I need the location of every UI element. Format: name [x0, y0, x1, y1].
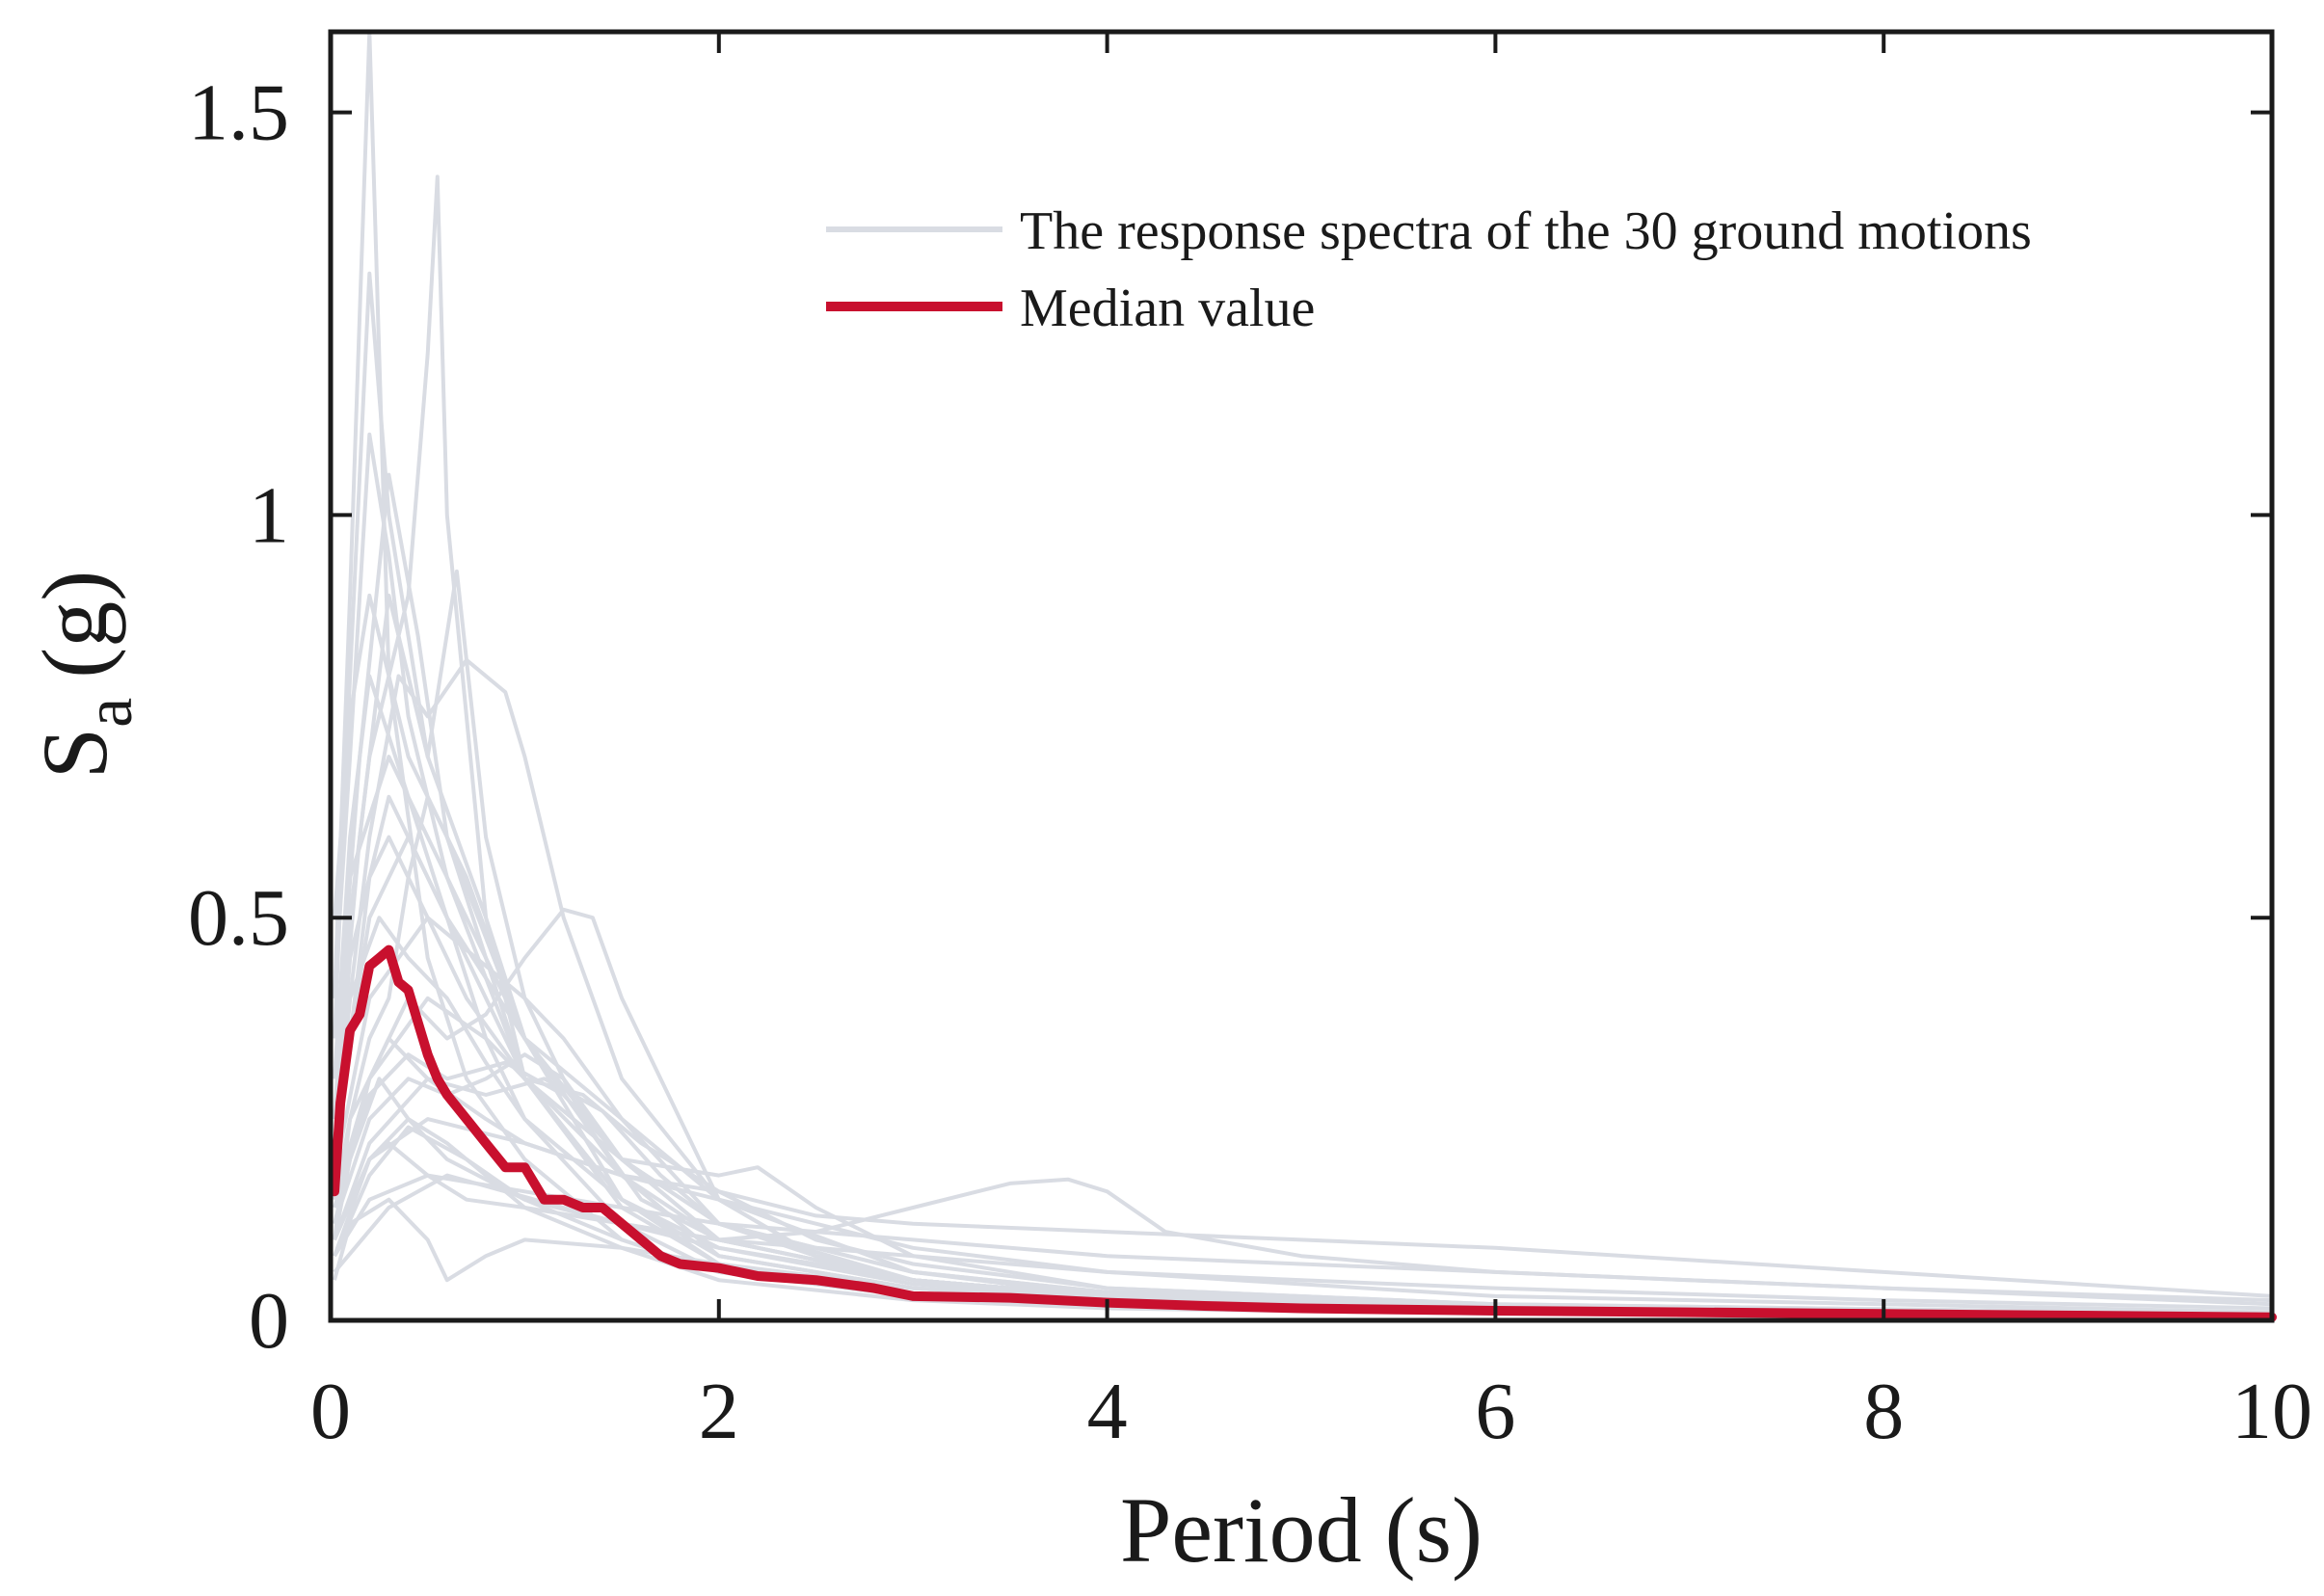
x-tick-label: 10: [2231, 1367, 2312, 1456]
y-axis-label-subscript: a: [72, 698, 147, 728]
spectrum-line-29: [333, 674, 2273, 1317]
legend: The response spectra of the 30 ground mo…: [826, 201, 2032, 338]
y-tick-label: 0.5: [188, 873, 289, 963]
x-tick-label: 2: [699, 1367, 739, 1456]
x-axis-label: Period (s): [1120, 1478, 1483, 1582]
spectrum-line-10: [333, 794, 2273, 1317]
legend-spectra-label: The response spectra of the 30 ground mo…: [1020, 201, 2032, 261]
spectrum-line-12: [333, 1036, 2273, 1315]
y-axis-label: Sa (g): [23, 571, 147, 779]
spectrum-line-28: [333, 1117, 2273, 1320]
svg-text:Sa(g): Sa (g): [23, 571, 147, 779]
spectrum-line-21: [333, 472, 2273, 1318]
spectrum-line-13: [333, 835, 2273, 1319]
spectrum-line-6: [333, 1077, 2273, 1303]
spectrum-line-14: [333, 794, 2273, 1317]
spectrum-line-2: [333, 174, 2273, 1317]
spectrum-line-25: [333, 432, 2273, 1318]
median-line: [330, 944, 2277, 1322]
y-tick-label: 1: [249, 470, 289, 560]
spectrum-line-9: [333, 1052, 2273, 1317]
median-line-group: [330, 944, 2277, 1322]
y-axis-label-unit: (g): [23, 571, 126, 678]
y-tick-label: 1.5: [188, 68, 289, 158]
spectrum-line-15: [333, 1141, 2273, 1311]
y-axis-label-main: S: [23, 728, 126, 779]
spectrum-line-22: [333, 1052, 2273, 1317]
x-tick-label: 8: [1863, 1367, 1904, 1456]
x-tick-label: 4: [1087, 1367, 1128, 1456]
spectrum-line-18: [333, 996, 2273, 1317]
x-tick-label: 0: [310, 1367, 351, 1456]
spectra-lines-group: [333, 30, 2273, 1320]
spectrum-line-7: [333, 1117, 2273, 1298]
x-tick-label: 6: [1475, 1367, 1515, 1456]
tick-labels: 0 2 4 6 8 10 0 0.5 1 1.5: [188, 68, 2312, 1456]
plot-frame: [328, 29, 2275, 1323]
y-tick-label: 0: [249, 1276, 289, 1366]
spectrum-line-3: [333, 657, 2273, 1317]
tick-marks: [331, 32, 2272, 1320]
spectrum-line-23: [333, 835, 2273, 1317]
spectrum-line-30: [333, 1173, 2273, 1307]
legend-median-label: Median value: [1020, 279, 1315, 338]
